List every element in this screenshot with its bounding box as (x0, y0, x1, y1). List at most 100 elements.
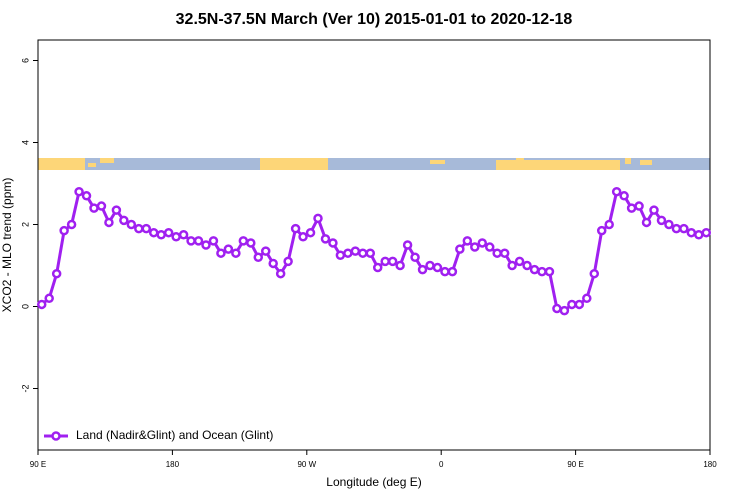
point (552, 303, 562, 314)
point (66, 219, 77, 230)
x-tick-label: 90 E (30, 460, 46, 469)
legend-marker (51, 431, 61, 441)
point (455, 244, 465, 254)
point (74, 186, 84, 197)
y-tick-label: -2 (20, 384, 30, 392)
point (134, 223, 144, 234)
point (372, 262, 383, 273)
point (186, 236, 196, 246)
x-tick-label: 90 E (567, 460, 583, 469)
y-tick-label: 2 (20, 222, 30, 227)
point (253, 252, 264, 263)
point (89, 203, 99, 213)
point (298, 232, 308, 242)
point (544, 266, 555, 277)
point (275, 268, 286, 279)
point (104, 217, 114, 228)
point (365, 248, 376, 258)
point (59, 225, 69, 236)
point (417, 264, 428, 275)
point (701, 227, 712, 238)
point (36, 299, 47, 310)
point (395, 260, 405, 271)
point (260, 246, 271, 256)
point (111, 205, 122, 215)
x-tick-label: 180 (703, 460, 717, 469)
point (290, 223, 301, 234)
point (567, 299, 577, 310)
land-ocean-strip (38, 158, 710, 170)
point (410, 252, 420, 263)
point (335, 250, 346, 260)
point (507, 260, 517, 271)
y-tick-label: 6 (20, 58, 30, 63)
x-tick-label: 90 W (297, 460, 316, 469)
y-tick-label: 4 (20, 140, 30, 145)
point (589, 268, 600, 279)
point (634, 201, 644, 211)
point (604, 219, 614, 230)
point (193, 236, 204, 246)
point (51, 268, 62, 279)
point (611, 186, 622, 197)
point (641, 217, 652, 228)
point (686, 227, 697, 238)
point (470, 242, 480, 252)
point (492, 248, 502, 258)
point (343, 248, 353, 258)
point (223, 244, 234, 254)
point (163, 227, 174, 238)
point (619, 191, 629, 201)
point (148, 227, 159, 238)
point (649, 205, 659, 215)
point (425, 260, 435, 271)
point (178, 230, 189, 240)
point (402, 240, 413, 250)
point (119, 215, 129, 226)
point (477, 238, 488, 248)
point (522, 260, 532, 271)
point (499, 248, 510, 258)
point (238, 236, 249, 246)
point (671, 223, 682, 234)
x-axis-label: Longitude (deg E) (326, 475, 421, 489)
point (208, 236, 219, 246)
point (156, 230, 166, 240)
point (537, 266, 547, 277)
point (514, 256, 525, 267)
point (559, 305, 570, 316)
x-tick-label: 0 (439, 460, 444, 469)
legend-label: Land (Nadir&Glint) and Ocean (Glint) (76, 428, 273, 442)
point (626, 203, 637, 213)
point (358, 248, 368, 258)
point (596, 225, 607, 236)
point (664, 219, 674, 230)
point (231, 248, 241, 258)
point (328, 238, 338, 248)
point (582, 293, 592, 304)
point (81, 191, 92, 201)
point (679, 223, 689, 234)
point (171, 232, 181, 242)
point (387, 256, 398, 267)
point (216, 248, 226, 258)
point (96, 201, 107, 211)
x-tick-label: 180 (166, 460, 180, 469)
point (283, 256, 293, 267)
point (313, 213, 323, 224)
point (574, 299, 585, 310)
point (694, 230, 704, 240)
point (126, 219, 137, 230)
point (432, 262, 443, 273)
point (268, 258, 278, 269)
y-axis-label: XCO2 - MLO trend (ppm) (0, 178, 14, 313)
point (484, 242, 495, 252)
point (462, 236, 473, 246)
point (246, 238, 256, 248)
point (440, 266, 450, 277)
point (141, 223, 152, 234)
point (44, 293, 54, 304)
chart-title: 32.5N-37.5N March (Ver 10) 2015-01-01 to… (176, 11, 573, 28)
point (447, 266, 458, 277)
